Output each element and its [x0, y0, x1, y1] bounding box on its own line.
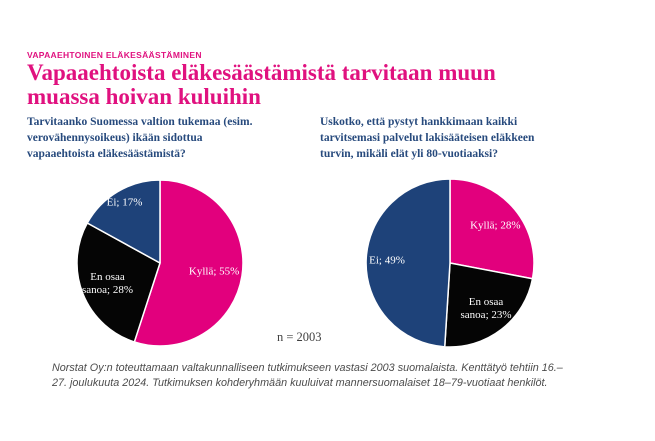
pie-chart-left: Kyllä; 55% En osaa sanoa; 28% Ei; 17% [76, 179, 244, 347]
pie-slice-kyllä [449, 178, 535, 280]
pie-chart-right: Kyllä; 28% En osaa sanoa; 23% Ei; 49% [365, 178, 535, 348]
kicker-label: VAPAAEHTOINEN ELÄKESÄÄSTÄMINEN [27, 50, 202, 60]
pie-slice-en-osaa-sanoa [443, 262, 534, 348]
pie-slice-ei [86, 179, 161, 264]
pie-slice-ei [365, 178, 451, 348]
pie-slice-en-osaa-sanoa [76, 222, 161, 343]
pie-svg [76, 179, 244, 347]
question-right: Uskotko, että pystyt hankkimaan kaikki ta… [320, 116, 535, 160]
pie-slice-kyllä [133, 179, 244, 347]
survey-footnote: Norstat Oy:n toteuttamaan valtakunnallis… [52, 362, 563, 389]
pie-svg [365, 178, 535, 348]
question-left: Tarvitaanko Suomessa valtion tukemaa (es… [27, 116, 253, 160]
page-title: Vapaaehtoista eläkesäästämistä tarvitaan… [27, 60, 496, 109]
sample-size-note: n = 2003 [277, 330, 322, 344]
